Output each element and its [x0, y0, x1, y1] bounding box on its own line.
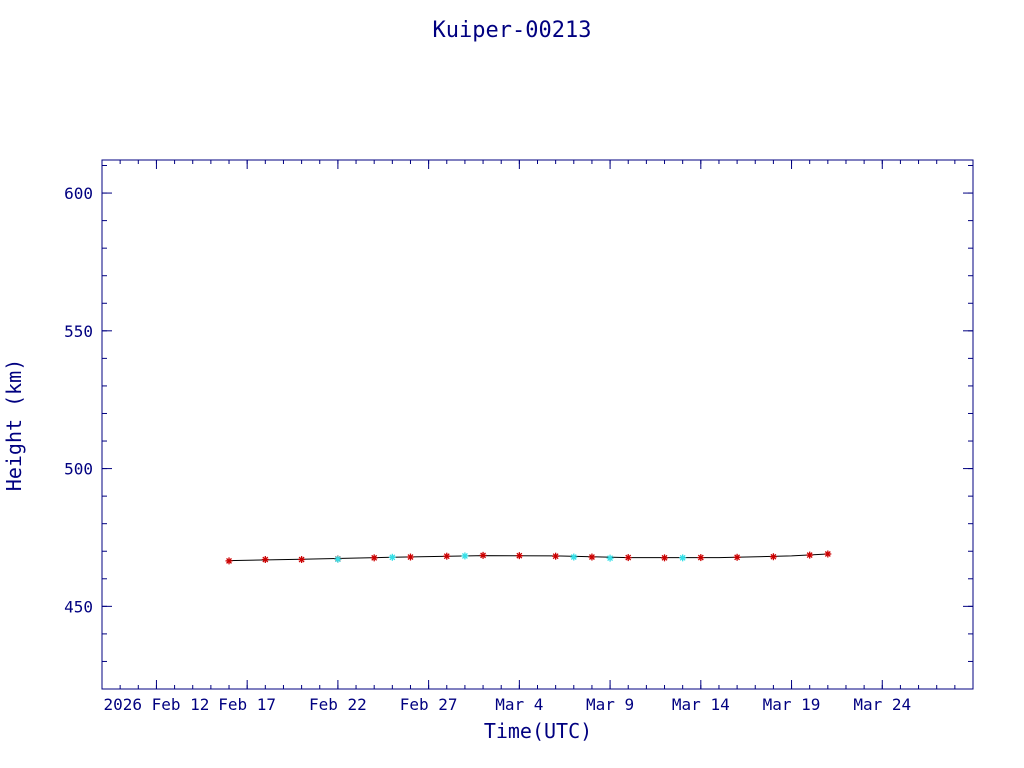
- data-point: [443, 552, 451, 560]
- x-tick-label: 2026 Feb 12: [103, 695, 209, 714]
- data-point: [515, 552, 523, 560]
- y-tick-label: 450: [64, 597, 93, 616]
- data-point: [388, 553, 396, 561]
- data-point: [461, 552, 469, 560]
- chart-title: Kuiper-00213: [433, 18, 592, 43]
- y-axis-label: Height (km): [2, 359, 26, 491]
- y-tick-label: 500: [64, 460, 93, 479]
- y-tick-label: 600: [64, 184, 93, 203]
- plot-border: [101, 159, 974, 690]
- data-point: [479, 551, 487, 559]
- data-point: [570, 553, 578, 561]
- data-point: [225, 557, 233, 565]
- x-tick-label: Feb 22: [309, 695, 367, 714]
- data-point: [298, 556, 306, 564]
- data-point: [733, 553, 741, 561]
- x-tick-label: Mar 14: [672, 695, 730, 714]
- data-point: [588, 553, 596, 561]
- x-tick-label: Mar 4: [495, 695, 543, 714]
- data-point: [406, 553, 414, 561]
- y-tick-label: 550: [64, 322, 93, 341]
- x-tick-label: Feb 17: [218, 695, 276, 714]
- data-point: [624, 554, 632, 562]
- axis-tick-labels: 2026 Feb 12 Feb 17 Feb 22 Feb 27 Mar 4 Mar 9 M…: [64, 184, 911, 714]
- plot-frame: [101, 159, 974, 690]
- x-tick-label: Feb 27: [400, 695, 458, 714]
- axis-ticks: [101, 160, 974, 690]
- data-point: [552, 552, 560, 560]
- data-point: [334, 555, 342, 563]
- data-point: [261, 556, 269, 564]
- data-point: [824, 550, 832, 558]
- data-point: [370, 554, 378, 562]
- data-point: [679, 554, 687, 562]
- x-tick-label: Mar 24: [853, 695, 911, 714]
- data-point: [769, 553, 777, 561]
- data-point: [606, 554, 614, 562]
- data-point: [661, 554, 669, 562]
- data-point: [806, 551, 814, 559]
- x-axis-label: Time(UTC): [484, 719, 592, 743]
- data-point: [697, 554, 705, 562]
- series-layer: [225, 550, 832, 565]
- x-tick-label: Mar 9: [586, 695, 634, 714]
- x-tick-label: Mar 19: [763, 695, 821, 714]
